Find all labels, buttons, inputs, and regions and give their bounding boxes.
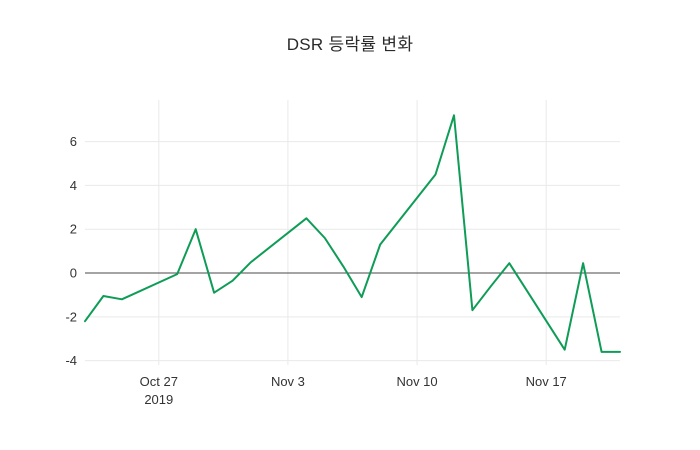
x-tick-label: Nov 3 (271, 374, 305, 389)
x-tick-label: Nov 10 (396, 374, 437, 389)
x-tick-label: Oct 27 (140, 374, 178, 389)
x-tick-sublabel: 2019 (144, 392, 173, 407)
y-tick-label: 0 (70, 266, 77, 281)
y-tick-label: -2 (65, 309, 77, 324)
x-tick-label: Nov 17 (526, 374, 567, 389)
y-tick-label: 4 (70, 178, 77, 193)
data-series-line (84, 114, 621, 353)
y-tick-label: -4 (65, 353, 77, 368)
y-tick-label: 6 (70, 134, 77, 149)
y-tick-label: 2 (70, 222, 77, 237)
chart-title: DSR 등락률 변화 (286, 35, 414, 54)
